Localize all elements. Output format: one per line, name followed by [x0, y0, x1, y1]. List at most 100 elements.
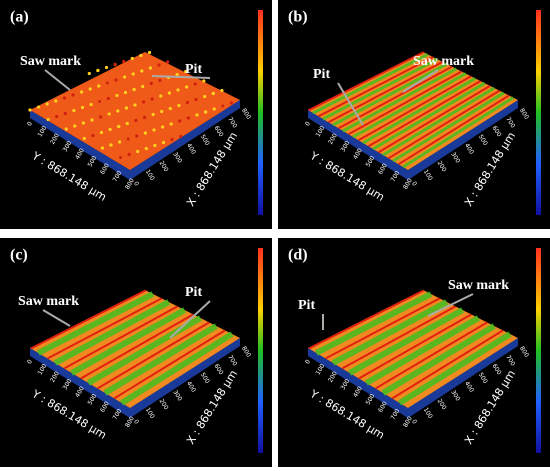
surface-texture: [108, 127, 112, 132]
surface-texture: [169, 122, 173, 126]
surface-texture: [148, 66, 152, 70]
surface-stripe: [120, 331, 234, 406]
annotation-arrow: [44, 69, 71, 91]
surface-texture: [131, 72, 135, 76]
surface-texture: [80, 90, 84, 94]
y-tick-label: 700: [112, 170, 124, 184]
surface-ridge: [30, 289, 147, 350]
x-tick-label: 0: [410, 181, 418, 188]
surface-stripe: [398, 331, 512, 406]
surface-texture: [185, 85, 189, 89]
panel-label: (d): [288, 247, 308, 264]
surface-stripe: [322, 57, 438, 121]
surface-texture: [91, 133, 95, 138]
y-tick-label: 700: [390, 170, 402, 184]
annotation-arrow: [169, 300, 211, 339]
y-tick-label: 800: [402, 415, 414, 429]
panel-label: (b): [288, 9, 308, 26]
y-tick-label: 200: [49, 132, 61, 146]
surface-texture: [149, 81, 153, 86]
surface-ridge: [374, 321, 488, 390]
surface-ridge: [63, 305, 178, 370]
surface-texture: [104, 65, 109, 70]
surface-texture: [161, 140, 166, 145]
surface-texture: [135, 134, 139, 138]
surface-texture: [72, 108, 76, 113]
surface-stripe: [332, 62, 448, 127]
surface-texture: [54, 99, 58, 103]
surface-side: [308, 100, 518, 180]
surface-texture: [126, 137, 130, 141]
annotation: Saw mark: [20, 54, 81, 69]
annotation-arrow: [402, 69, 439, 93]
colorbar: [258, 248, 263, 453]
surface-ridge: [308, 289, 425, 350]
surface-texture: [107, 112, 111, 116]
surface-stripe: [392, 91, 505, 163]
surface-ridge: [358, 75, 472, 142]
annotation-arrow: [427, 293, 474, 317]
y-tick-label: 300: [340, 140, 352, 154]
surface-texture: [142, 100, 146, 104]
surface-texture: [118, 155, 123, 160]
y-tick-label: 0: [304, 358, 312, 365]
y-tick-label: 400: [352, 147, 364, 161]
surface-texture: [142, 115, 147, 120]
y-tick-label: 600: [377, 162, 389, 176]
surface-ridge: [358, 313, 472, 380]
surface-texture: [96, 68, 100, 73]
surface-texture: [130, 56, 134, 61]
annotation-arrow: [151, 75, 211, 79]
surface-texture: [46, 117, 50, 122]
y-tick-label: 800: [124, 415, 136, 429]
panel-label: (a): [10, 9, 29, 26]
annotation: Pit: [313, 67, 330, 82]
y-tick-label: 600: [99, 400, 111, 414]
surface-texture: [175, 72, 179, 77]
surface-texture: [151, 112, 155, 117]
surface-texture: [114, 78, 118, 82]
surface-texture: [153, 143, 157, 148]
surface-texture: [127, 152, 131, 157]
surface-stripe: [352, 72, 467, 139]
surface-texture: [37, 105, 41, 109]
surface-texture: [123, 90, 128, 95]
y-tick-label: 500: [87, 393, 99, 407]
surface-texture: [89, 102, 93, 107]
surface-texture: [132, 87, 136, 92]
panel-label: (c): [10, 247, 28, 264]
surface-texture: [62, 96, 66, 100]
surface-ridge: [397, 94, 510, 166]
colorbar: [536, 248, 541, 453]
surface-texture: [124, 106, 128, 110]
surface-ridge: [367, 80, 481, 148]
y-tick-label: 700: [112, 408, 124, 422]
surface-texture: [109, 143, 113, 147]
y-tick-label: 400: [352, 385, 364, 399]
surface-stripe: [70, 307, 187, 376]
y-tick-label: 700: [390, 408, 402, 422]
y-tick-label: 800: [402, 177, 414, 191]
y-tick-label: 300: [340, 378, 352, 392]
annotation: Saw mark: [18, 294, 79, 309]
colorbar: [536, 10, 541, 215]
colorbar: [258, 10, 263, 215]
y-tick-label: 100: [315, 125, 327, 139]
y-tick-label: 500: [365, 155, 377, 169]
surface-texture: [229, 101, 233, 105]
surface-texture: [158, 78, 162, 83]
surface-texture: [166, 60, 170, 64]
annotation: Pit: [185, 285, 202, 300]
surface-texture: [167, 91, 171, 95]
surface-texture: [157, 63, 161, 67]
y-tick-label: 800: [124, 177, 136, 191]
surface-stripe: [36, 291, 155, 356]
y-tick-label: 500: [87, 155, 99, 169]
surface-texture: [82, 136, 86, 141]
surface-stripe: [402, 96, 515, 169]
y-tick-label: 100: [37, 125, 49, 139]
surface-texture: [170, 137, 174, 142]
surface-texture: [125, 121, 129, 126]
annotation: Pit: [185, 62, 202, 77]
